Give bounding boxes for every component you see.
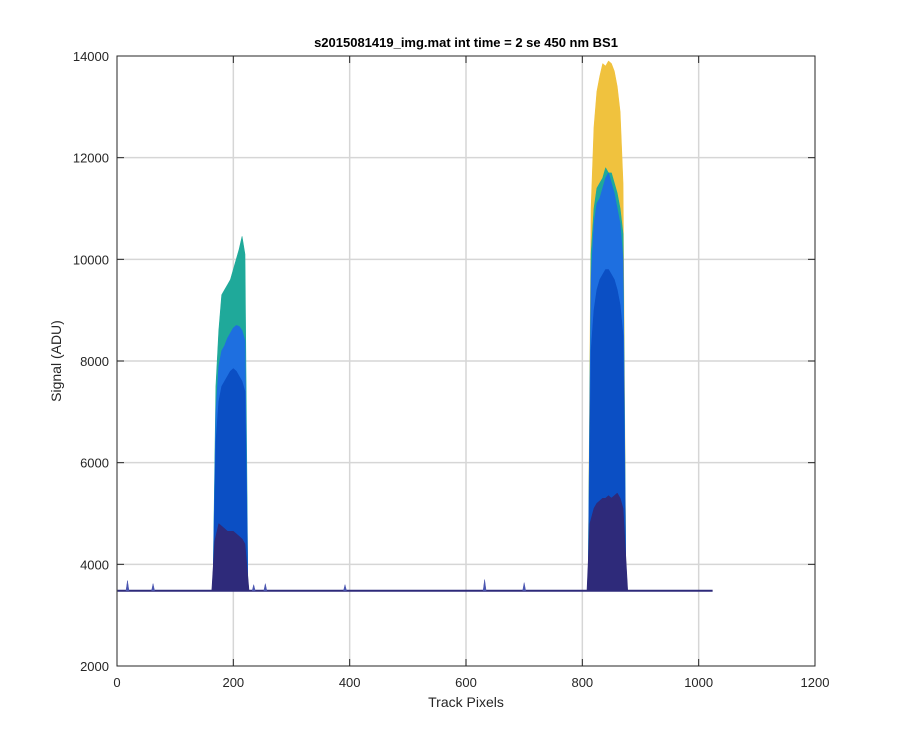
series-5-peak-1 xyxy=(211,523,250,592)
baseline-spike xyxy=(482,579,487,592)
x-axis-label: Track Pixels xyxy=(428,694,504,710)
x-tick-label: 800 xyxy=(571,675,593,690)
chart-title: s2015081419_img.mat int time = 2 se 450 … xyxy=(314,35,618,50)
x-tick-label: 1000 xyxy=(684,675,713,690)
x-tick-label: 600 xyxy=(455,675,477,690)
data-areas xyxy=(211,60,628,592)
x-tick-labels: 0 200 400 600 800 1000 1200 xyxy=(113,675,829,690)
y-axis-label: Signal (ADU) xyxy=(48,320,64,402)
y-tick-label: 10000 xyxy=(73,252,109,267)
tick-marks xyxy=(116,55,816,667)
x-tick-label: 200 xyxy=(222,675,244,690)
y-tick-label: 14000 xyxy=(73,49,109,64)
y-tick-label: 4000 xyxy=(80,557,109,572)
baseline-spike xyxy=(263,583,268,592)
series-5-peak-2 xyxy=(586,492,628,592)
x-tick-label: 0 xyxy=(113,675,120,690)
y-tick-label: 8000 xyxy=(80,354,109,369)
baseline-spike xyxy=(343,584,347,592)
baseline-spike xyxy=(522,582,526,592)
baseline-trace xyxy=(117,579,713,592)
baseline-spike xyxy=(125,580,130,592)
baseline-spike xyxy=(251,584,256,592)
y-tick-label: 12000 xyxy=(73,151,109,166)
x-tick-label: 400 xyxy=(339,675,361,690)
y-tick-labels: 2000 4000 6000 8000 10000 12000 14000 xyxy=(73,49,109,674)
baseline-spike xyxy=(151,583,155,592)
y-tick-label: 2000 xyxy=(80,659,109,674)
x-tick-label: 1200 xyxy=(801,675,830,690)
y-tick-label: 6000 xyxy=(80,456,109,471)
